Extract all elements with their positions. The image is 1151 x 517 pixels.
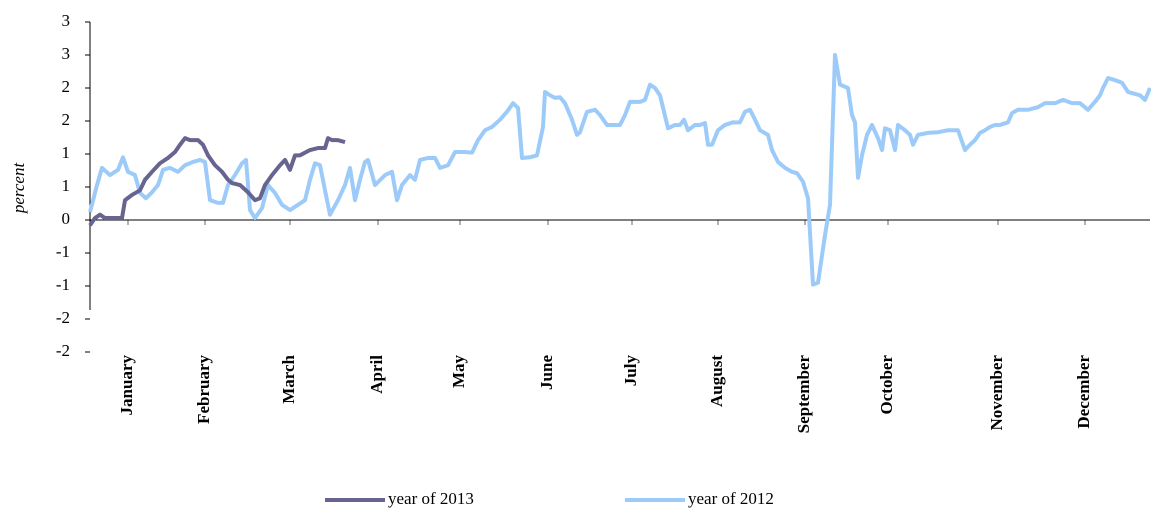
x-tick-label: September <box>794 355 813 434</box>
y-tick-label: 2 <box>62 77 71 96</box>
x-tick-label: October <box>877 355 896 415</box>
legend-label: year of 2013 <box>388 489 474 508</box>
x-tick-label: August <box>707 355 726 407</box>
y-tick-label: -2 <box>56 308 70 327</box>
x-tick-label: July <box>621 355 640 387</box>
y-tick-label: 1 <box>62 176 71 195</box>
x-tick-label: May <box>449 355 468 389</box>
x-tick-label: March <box>279 354 298 403</box>
series-line <box>88 53 1151 287</box>
x-tick-label: November <box>987 355 1006 431</box>
y-tick-label: 1 <box>62 143 71 162</box>
series-line <box>88 136 346 227</box>
y-tick-label: 0 <box>62 209 71 228</box>
x-tick-label: January <box>117 355 136 416</box>
x-tick-label: December <box>1074 355 1093 429</box>
x-tick-label: February <box>194 355 213 424</box>
legend-label: year of 2012 <box>688 489 774 508</box>
y-tick-label: -1 <box>56 242 70 261</box>
y-tick-label: 3 <box>62 11 71 30</box>
y-tick-label: 3 <box>62 44 71 63</box>
y-tick-label: -2 <box>56 341 70 360</box>
y-axis-label: percent <box>9 162 28 215</box>
x-tick-label: April <box>367 355 386 394</box>
y-tick-label: -1 <box>56 275 70 294</box>
y-tick-label: 2 <box>62 110 71 129</box>
x-tick-label: June <box>537 355 556 390</box>
